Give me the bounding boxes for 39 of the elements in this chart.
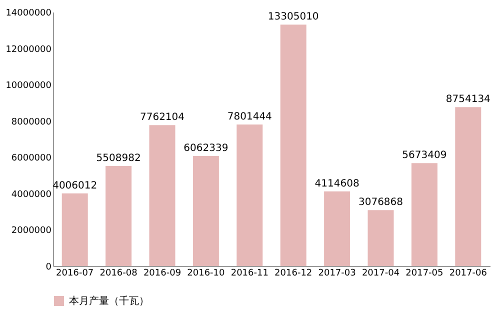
x-tick-label: 2017-03 <box>318 268 356 278</box>
y-tick-label: 12000000 <box>6 44 52 55</box>
x-tick-label: 2016-07 <box>56 268 94 278</box>
bar <box>368 210 394 266</box>
bar <box>411 163 438 266</box>
x-tick-label: 2016-10 <box>187 268 226 278</box>
bar <box>149 125 176 266</box>
data-label: 3076868 <box>358 197 404 208</box>
y-tick-label: 10000000 <box>6 81 52 92</box>
y-tick-label: 0 <box>46 262 52 272</box>
y-tick-label: 14000000 <box>6 8 52 18</box>
x-tick-label: 2016-09 <box>143 268 182 278</box>
bar <box>236 124 263 266</box>
data-label: 4114608 <box>314 178 360 190</box>
x-tick-label: 2017-06 <box>449 268 488 278</box>
data-label: 13305010 <box>268 12 319 23</box>
x-tick-label: 2017-04 <box>362 268 400 278</box>
bar <box>280 24 306 266</box>
x-tick-label: 2017-05 <box>406 268 444 278</box>
bar <box>62 193 88 266</box>
bar <box>455 107 482 266</box>
y-tick-label: 6000000 <box>11 154 52 164</box>
data-label: 4006012 <box>52 180 98 192</box>
x-tick-label: 2016-08 <box>100 268 138 278</box>
y-tick-label: 8000000 <box>11 117 52 128</box>
data-label: 7762104 <box>140 112 185 124</box>
legend-label: 本月产量（千瓦） <box>69 295 149 307</box>
data-label: 7801444 <box>227 111 272 122</box>
data-label: 6062339 <box>184 143 228 154</box>
x-tick-label: 2016-12 <box>274 268 312 278</box>
bar <box>324 191 350 266</box>
x-tick-label: 2016-11 <box>230 268 268 278</box>
data-label: 8754134 <box>446 94 490 106</box>
bar <box>192 156 219 266</box>
y-tick-label: 2000000 <box>11 226 52 236</box>
data-label: 5673409 <box>402 150 447 162</box>
bar <box>106 166 132 266</box>
y-tick-label: 4000000 <box>11 190 52 200</box>
data-label: 5508982 <box>96 153 141 164</box>
